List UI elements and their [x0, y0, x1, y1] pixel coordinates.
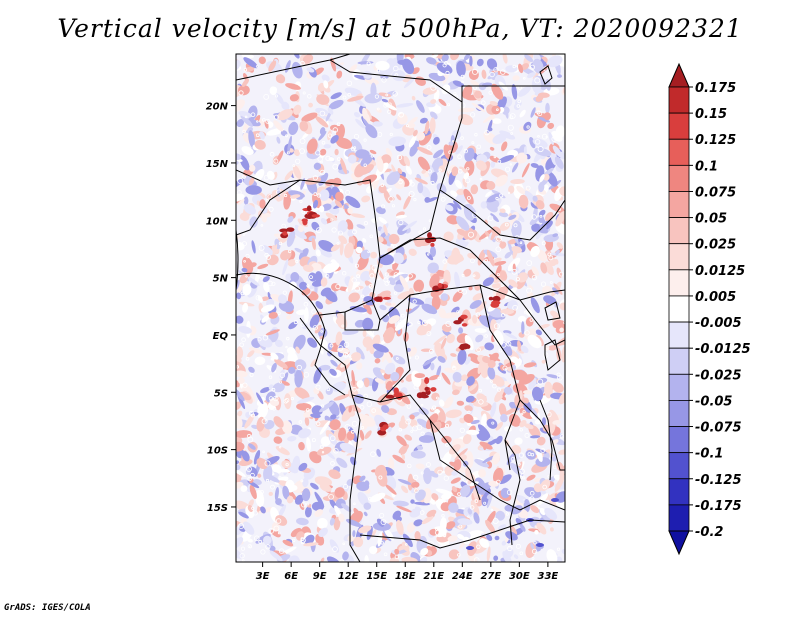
- map-frame: [235, 53, 566, 563]
- colorbar-box-4: [668, 191, 690, 218]
- colorbar-box-8: [668, 295, 690, 323]
- colorbar-box-3: [668, 164, 690, 192]
- colorbar-box-11: [668, 373, 690, 401]
- colorbar-label-4: 0.075: [695, 185, 736, 200]
- lon-tick-label-4: 15E: [366, 571, 387, 582]
- lon-tick-label-3: 12E: [338, 571, 359, 582]
- grads-credit: GrADS: IGES/COLA: [4, 603, 91, 613]
- lat-tick-label-7: 15S: [207, 503, 228, 514]
- colorbar-label-1: 0.15: [695, 107, 727, 122]
- colorbar-box-5: [668, 217, 690, 245]
- country-borders: [236, 54, 565, 562]
- lon-tick-label-9: 30E: [509, 571, 530, 582]
- colorbar-label-17: -0.2: [695, 525, 723, 540]
- lon-tick-label-6: 21E: [423, 571, 444, 582]
- lat-tick-label-3: 5N: [213, 274, 229, 285]
- colorbar-label-7: 0.0125: [695, 264, 745, 279]
- colorbar: 0.175 0.15 0.125 0.1 0.075 0.05 0.025 0.0125 0.0…: [668, 62, 751, 556]
- lat-tick-label-6: 10S: [207, 446, 228, 457]
- colorbar-box-10: [668, 347, 690, 375]
- colorbar-cap-top: [668, 62, 690, 88]
- colorbar-label-9: -0.005: [695, 316, 742, 331]
- lat-tick-label-1: 15N: [206, 159, 229, 170]
- lat-tick-label-4: EQ: [213, 331, 229, 342]
- map-title: Vertical velocity [m/s] at 500hPa, VT: 2…: [57, 14, 743, 43]
- colorbar-label-12: -0.05: [695, 394, 732, 409]
- colorbar-label-11: -0.025: [695, 368, 742, 383]
- lat-tick-label-5: 5S: [214, 388, 228, 399]
- lat-tick-label-0: 20N: [206, 102, 229, 113]
- lon-tick-label-1: 6E: [284, 571, 298, 582]
- colorbar-label-3: 0.1: [695, 159, 718, 174]
- colorbar-box-15: [668, 478, 690, 506]
- colorbar-box-0: [668, 86, 690, 114]
- latitude-axis: 20N 15N 10N 5N EQ 5S 10S 15S: [206, 102, 236, 514]
- colorbar-label-10: -0.0125: [695, 342, 751, 357]
- colorbar-label-5: 0.05: [695, 212, 727, 227]
- longitude-axis: 3E 6E 9E 12E 15E 18E 21E 24E 27E 30E 33E: [256, 562, 559, 582]
- colorbar-box-12: [668, 400, 690, 427]
- colorbar-box-7: [668, 269, 690, 297]
- colorbar-cap-bottom: [668, 530, 690, 556]
- colorbar-label-6: 0.025: [695, 238, 736, 253]
- lat-tick-label-2: 10N: [206, 216, 229, 227]
- lon-tick-label-5: 18E: [395, 571, 416, 582]
- colorbar-label-15: -0.125: [695, 473, 742, 488]
- colorbar-box-16: [668, 504, 690, 532]
- colorbar-label-8: 0.005: [695, 290, 736, 305]
- colorbar-box-1: [668, 112, 690, 140]
- lon-tick-label-2: 9E: [313, 571, 327, 582]
- lon-tick-label-0: 3E: [256, 571, 270, 582]
- colorbar-label-13: -0.075: [695, 421, 742, 436]
- velocity-field: [236, 54, 565, 562]
- colorbar-box-9: [668, 321, 690, 349]
- colorbar-label-0: 0.175: [695, 81, 736, 96]
- lon-tick-label-10: 33E: [538, 571, 559, 582]
- lon-tick-label-7: 24E: [452, 571, 473, 582]
- colorbar-box-6: [668, 243, 690, 271]
- colorbar-label-14: -0.1: [695, 447, 723, 462]
- lon-tick-label-8: 27E: [480, 571, 501, 582]
- colorbar-label-2: 0.125: [695, 133, 736, 148]
- colorbar-label-16: -0.175: [695, 499, 742, 514]
- colorbar-box-2: [668, 138, 690, 166]
- colorbar-box-14: [668, 452, 690, 480]
- colorbar-box-13: [668, 426, 690, 454]
